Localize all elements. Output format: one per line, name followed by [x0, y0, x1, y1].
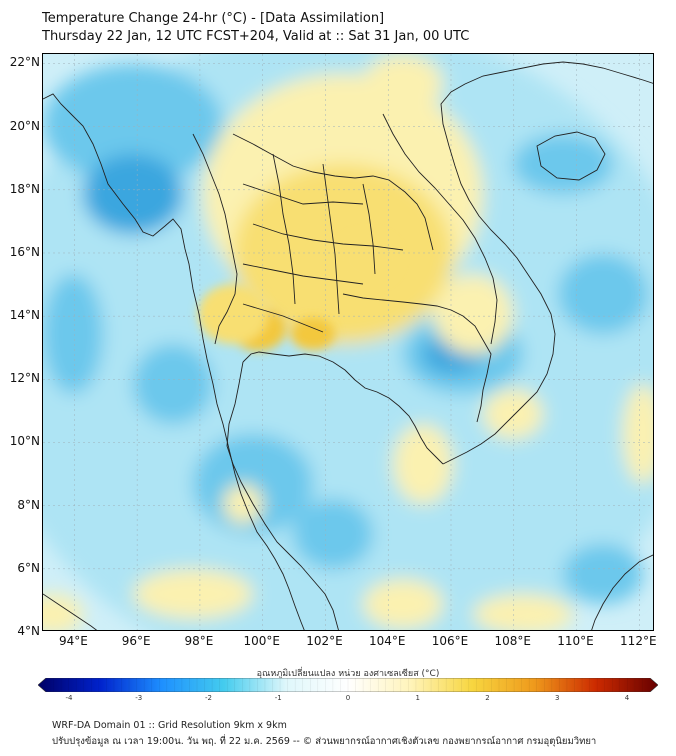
map-subtitle: Thursday 22 Jan, 12 UTC FCST+204, Valid …: [42, 29, 470, 44]
field-region-warm_light: [623, 384, 653, 484]
colorbar-tick-label: -4: [65, 694, 73, 702]
temperature-change-map: [43, 54, 653, 630]
field-region-cold: [83, 154, 183, 234]
map-panel: [42, 53, 654, 631]
border-thailand-cambodia: [342, 293, 452, 311]
lon-tick-label: 98°E: [184, 634, 214, 648]
colorbar-title: อุณหภูมิเปลี่ยนแปลง หน่วย องศาเซลเซียส (…: [256, 669, 440, 679]
field-region-cool: [133, 344, 213, 424]
map-title: Temperature Change 24-hr (°C) - [Data As…: [42, 11, 385, 26]
coastline-borneo: [591, 554, 653, 630]
footer-model-info: WRF-DA Domain 01 :: Grid Resolution 9km …: [52, 720, 287, 731]
field-region-warm: [338, 234, 398, 284]
field-region-warm_light: [433, 274, 513, 354]
border-cambodia-vietnam: [450, 309, 492, 423]
field-region-cool: [293, 499, 373, 569]
lon-tick-label: 100°E: [243, 634, 280, 648]
lon-tick-label: 106°E: [431, 634, 469, 648]
lon-tick-label: 94°E: [58, 634, 88, 648]
lat-tick-label: 12°N: [9, 371, 40, 386]
lon-tick-label: 104°E: [368, 634, 406, 648]
border-thailand-myanmar: [192, 133, 238, 345]
field-region-warm_light: [363, 54, 443, 114]
field-region-warm_light: [393, 424, 453, 504]
footer-credit: ปรับปรุงข้อมูล ณ เวลา 19:00น. วัน พฤ. ที…: [52, 736, 597, 747]
coastline-malay-peninsula-east: [226, 361, 339, 630]
lon-tick-label: 110°E: [557, 634, 594, 648]
field-region-cool: [563, 544, 643, 604]
colorbar-tick-label: 4: [624, 694, 630, 702]
coastline-myanmar-thailand-west: [43, 93, 305, 630]
lon-tick-label: 108°E: [494, 634, 532, 648]
lat-tick-label: 16°N: [9, 244, 40, 259]
lat-tick-label: 6°N: [17, 560, 40, 575]
field-region-warm_light: [473, 594, 573, 630]
colorbar-tick-label: 2: [485, 694, 490, 702]
colorbar-divisions: [53, 678, 643, 692]
coastline-sumatra: [43, 593, 98, 630]
lon-tick-label: 112°E: [620, 634, 657, 648]
lat-tick-label: 18°N: [9, 181, 40, 196]
field-region-cool: [193, 434, 313, 534]
lat-tick-label: 20°N: [9, 118, 40, 133]
lat-tick-label: 10°N: [9, 434, 40, 449]
border-thailand-laos: [232, 133, 434, 251]
coastline-hainan: [536, 131, 606, 181]
lon-tick-label: 96°E: [121, 634, 151, 648]
field-region-warm_light: [133, 569, 253, 619]
lat-tick-label: 8°N: [17, 497, 40, 512]
lon-tick-label: 102°E: [306, 634, 343, 648]
lat-tick-label: 4°N: [17, 624, 40, 638]
province-borders: [242, 153, 404, 333]
colorbar-tick-label: -1: [274, 694, 282, 702]
colorbar-tick-label: 3: [555, 694, 560, 702]
coastline-gulf-of-thailand: [242, 351, 444, 465]
colorbar-tick-label: 1: [415, 694, 420, 702]
colorbar-gradient: [38, 678, 658, 692]
coastlines-and-borders: [43, 61, 653, 630]
lat-lon-grid: [43, 54, 653, 630]
field-region-warm_light: [43, 594, 83, 630]
lat-tick-label: 14°N: [9, 308, 40, 323]
temperature-field-detail: [198, 234, 398, 351]
temperature-field: [43, 54, 653, 630]
colorbar-tick-label: 0: [345, 694, 351, 702]
field-region-cool: [558, 254, 648, 334]
field-region-cool: [43, 64, 223, 184]
coastline-vietnam: [440, 61, 653, 465]
field-region-hot: [291, 318, 335, 350]
border-laos-vietnam: [382, 113, 498, 345]
field-region-cool: [43, 274, 103, 394]
colorbar-tick-label: -2: [205, 694, 212, 702]
field-region-warm: [198, 284, 268, 344]
field-region-warm_light: [223, 484, 263, 524]
lat-tick-label: 22°N: [9, 55, 40, 70]
colorbar-tick-label: -3: [135, 694, 143, 702]
colorbar: [38, 678, 658, 692]
field-region-warm_light: [363, 579, 443, 629]
field-region-warm_light: [483, 389, 543, 439]
